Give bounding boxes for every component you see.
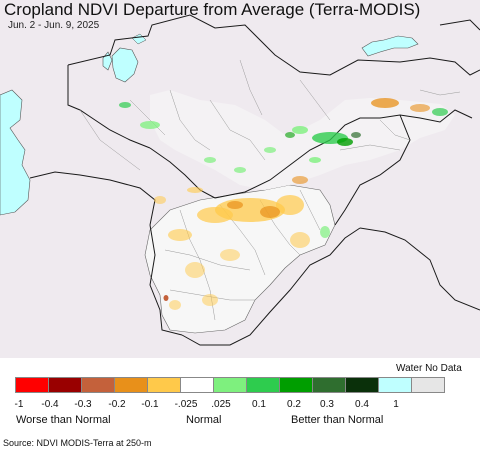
source-note: Source: NDVI MODIS-Terra at 250-m	[3, 438, 152, 448]
legend-swatch	[147, 377, 181, 393]
map-subtitle: Jun. 2 - Jun. 9, 2025	[8, 20, 100, 31]
legend-swatch	[246, 377, 280, 393]
legend-swatch	[312, 377, 346, 393]
legend-tick: -0.2	[108, 399, 126, 410]
legend-swatch	[114, 377, 148, 393]
ndvi-decline-pixels	[154, 98, 430, 310]
legend-tick: 0.1	[252, 399, 266, 410]
better-than-normal-label: Better than Normal	[291, 414, 384, 426]
aral-sea	[111, 47, 139, 83]
legend-swatch	[213, 377, 247, 393]
map-title: Cropland NDVI Departure from Average (Te…	[4, 0, 421, 19]
lake-balkhash	[361, 35, 419, 57]
legend-tick: -0.1	[141, 399, 159, 410]
legend-tick: -.025	[174, 399, 198, 410]
normal-label: Normal	[186, 414, 222, 426]
legend-tick: 0.3	[320, 399, 334, 410]
area-central-asia	[150, 90, 455, 190]
legend: Water No Data -1 -0.4 -0.3 -0.2 -0.1 -.0…	[0, 358, 480, 452]
legend-tick: -0.4	[41, 399, 59, 410]
legend-tick: 0.4	[355, 399, 369, 410]
legend-swatch	[48, 377, 82, 393]
caspian-sea	[0, 89, 31, 216]
legend-swatch	[345, 377, 379, 393]
arabian-sea-gulf	[0, 330, 170, 358]
country-borders	[29, 14, 480, 346]
ndvi-improvement-pixels	[119, 102, 448, 238]
legend-swatch	[279, 377, 313, 393]
legend-tick: 1	[393, 399, 399, 410]
legend-tick: -0.3	[74, 399, 92, 410]
ndvi-map	[0, 0, 480, 358]
legend-swatch	[81, 377, 115, 393]
legend-tick: -1	[14, 399, 24, 410]
legend-swatch	[411, 377, 445, 393]
legend-swatches	[15, 377, 445, 395]
legend-tick: 0.2	[287, 399, 301, 410]
legend-tick: .025	[211, 399, 231, 410]
legend-swatch	[15, 377, 49, 393]
legend-swatch	[378, 377, 412, 393]
legend-swatch	[180, 377, 214, 393]
worse-than-normal-label: Worse than Normal	[16, 414, 111, 426]
area-of-interest	[144, 184, 336, 334]
water-no-data-label: Water No Data	[396, 363, 462, 374]
